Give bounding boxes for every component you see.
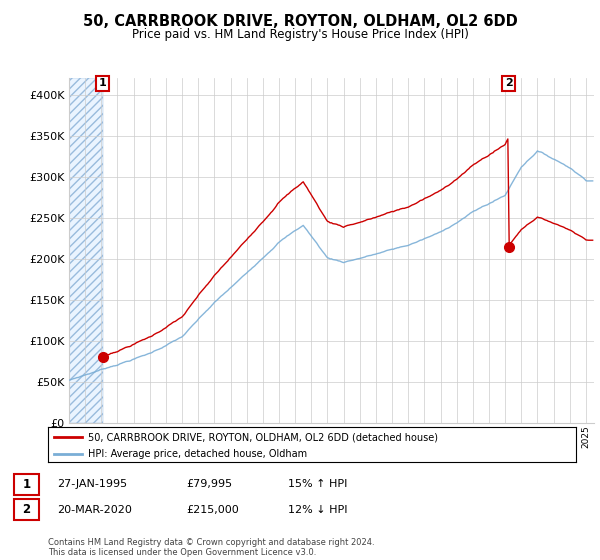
Text: £215,000: £215,000 [186,505,239,515]
Text: 1: 1 [99,78,106,88]
Text: 1: 1 [22,478,31,491]
Text: 20-MAR-2020: 20-MAR-2020 [57,505,132,515]
Text: 50, CARRBROOK DRIVE, ROYTON, OLDHAM, OL2 6DD: 50, CARRBROOK DRIVE, ROYTON, OLDHAM, OL2… [83,14,517,29]
Bar [69,78,103,423]
Text: HPI: Average price, detached house, Oldham: HPI: Average price, detached house, Oldh… [88,449,307,459]
Text: £79,995: £79,995 [186,479,232,489]
Text: Contains HM Land Registry data © Crown copyright and database right 2024.
This d: Contains HM Land Registry data © Crown c… [48,538,374,557]
Text: 15% ↑ HPI: 15% ↑ HPI [288,479,347,489]
Text: 2: 2 [505,78,512,88]
Bar [69,78,103,423]
Text: 12% ↓ HPI: 12% ↓ HPI [288,505,347,515]
Text: 2: 2 [22,503,31,516]
Text: 50, CARRBROOK DRIVE, ROYTON, OLDHAM, OL2 6DD (detached house): 50, CARRBROOK DRIVE, ROYTON, OLDHAM, OL2… [88,432,437,442]
Text: 27-JAN-1995: 27-JAN-1995 [57,479,127,489]
Text: Price paid vs. HM Land Registry's House Price Index (HPI): Price paid vs. HM Land Registry's House … [131,28,469,41]
